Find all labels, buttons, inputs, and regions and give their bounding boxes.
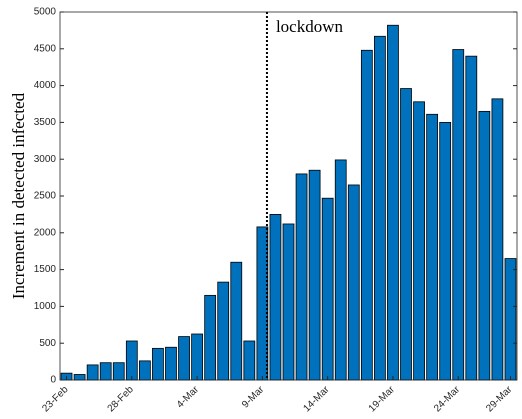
bar — [387, 24, 399, 381]
bar — [334, 159, 347, 381]
y-tick-label: 5000 — [34, 7, 57, 18]
y-tick-label: 3000 — [34, 154, 57, 165]
bar — [230, 261, 243, 381]
bar — [165, 346, 177, 381]
y-tick-label: 0 — [50, 375, 56, 386]
y-tick-label: 2000 — [34, 227, 57, 238]
x-tick-label: 4-Mar — [175, 384, 202, 411]
bar — [178, 336, 190, 381]
bar — [413, 101, 425, 381]
x-tick-label: 9-Mar — [240, 384, 267, 411]
x-tick-label: 19-Mar — [367, 384, 398, 415]
bar — [152, 347, 164, 381]
y-tick-label: 1000 — [34, 301, 57, 312]
bar — [204, 294, 217, 381]
y-tick-label: 1500 — [34, 264, 57, 275]
annotation: lockdown — [276, 17, 344, 36]
bar — [112, 362, 125, 381]
x-tick-label: 14-Mar — [301, 384, 332, 415]
y-tick-label: 500 — [39, 338, 56, 349]
bar — [478, 110, 491, 381]
y-tick-label: 4500 — [34, 43, 57, 54]
bar — [86, 364, 99, 381]
bar — [243, 340, 256, 381]
bar — [452, 49, 465, 381]
bar — [426, 113, 439, 381]
bar — [125, 340, 138, 381]
bar — [99, 362, 112, 381]
bar — [73, 374, 86, 381]
y-axis-label: Increment in detected infected — [9, 92, 28, 299]
bar — [138, 360, 151, 381]
bar — [400, 88, 412, 381]
bar — [282, 223, 295, 381]
bar — [465, 55, 478, 381]
bar — [321, 197, 334, 381]
x-tick-label: 24-Mar — [432, 384, 463, 415]
bar — [191, 333, 203, 381]
bar — [491, 98, 504, 381]
bar — [269, 213, 282, 381]
bar — [217, 281, 230, 381]
bar — [308, 169, 321, 381]
bar — [504, 258, 517, 381]
y-tick-label: 4000 — [34, 80, 57, 91]
bar — [347, 184, 360, 381]
bar — [360, 49, 373, 381]
x-tick-label: 28-Feb — [106, 384, 136, 414]
y-tick-label: 3500 — [34, 117, 57, 128]
bar — [374, 35, 386, 381]
x-tick-label: 29-Mar — [484, 384, 515, 415]
x-tick-label: 23-Feb — [40, 384, 70, 414]
bar — [295, 173, 308, 381]
y-tick-label: 2500 — [34, 191, 57, 202]
bar — [439, 122, 452, 381]
